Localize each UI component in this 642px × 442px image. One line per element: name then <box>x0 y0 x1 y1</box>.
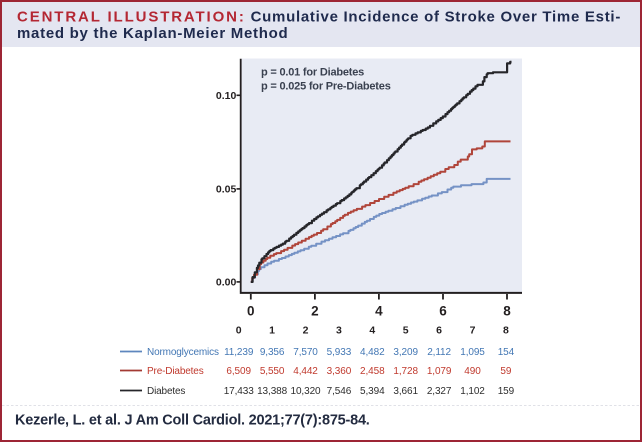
svg-text:8: 8 <box>503 324 509 336</box>
svg-text:1,102: 1,102 <box>460 386 485 397</box>
svg-text:7,570: 7,570 <box>293 347 318 358</box>
svg-text:6: 6 <box>436 324 442 336</box>
svg-text:3,209: 3,209 <box>393 347 418 358</box>
svg-text:10,320: 10,320 <box>291 386 322 397</box>
svg-text:5,550: 5,550 <box>260 366 285 377</box>
svg-text:p = 0.01 for Diabetes: p = 0.01 for Diabetes <box>261 66 364 78</box>
svg-text:5: 5 <box>403 324 409 336</box>
svg-text:11,239: 11,239 <box>224 347 254 358</box>
svg-text:6: 6 <box>439 304 447 319</box>
svg-text:2: 2 <box>303 324 309 336</box>
svg-text:p = 0.025 for Pre-Diabetes: p = 0.025 for Pre-Diabetes <box>261 81 391 93</box>
svg-text:0.05: 0.05 <box>216 184 237 196</box>
svg-text:4: 4 <box>375 304 383 319</box>
svg-text:Kezerle, L. et al. J Am Coll C: Kezerle, L. et al. J Am Coll Cardiol. 20… <box>15 412 370 428</box>
svg-text:4: 4 <box>369 324 375 336</box>
svg-text:2: 2 <box>311 304 319 319</box>
svg-text:Diabetes: Diabetes <box>147 386 185 397</box>
svg-text:0.00: 0.00 <box>216 277 237 289</box>
svg-text:5,394: 5,394 <box>360 386 385 397</box>
svg-text:0.10: 0.10 <box>216 90 237 102</box>
svg-text:1: 1 <box>269 324 275 336</box>
svg-text:9,356: 9,356 <box>260 347 285 358</box>
svg-text:2,112: 2,112 <box>427 347 451 358</box>
svg-text:13,388: 13,388 <box>257 386 288 397</box>
svg-text:4,442: 4,442 <box>293 366 318 377</box>
svg-text:3,661: 3,661 <box>393 386 418 397</box>
svg-text:2,458: 2,458 <box>360 366 385 377</box>
svg-text:4,482: 4,482 <box>360 347 385 358</box>
svg-text:3: 3 <box>336 324 342 336</box>
svg-text:490: 490 <box>464 366 481 377</box>
svg-text:17,433: 17,433 <box>224 386 255 397</box>
svg-text:0: 0 <box>247 304 255 319</box>
svg-text:Pre-Diabetes: Pre-Diabetes <box>147 366 204 377</box>
svg-text:7,546: 7,546 <box>327 386 352 397</box>
svg-text:2,327: 2,327 <box>427 386 452 397</box>
svg-text:8: 8 <box>503 304 511 319</box>
svg-text:1,079: 1,079 <box>427 366 452 377</box>
svg-text:1,095: 1,095 <box>460 347 485 358</box>
svg-text:mated by the Kaplan-Meier Meth: mated by the Kaplan-Meier Method <box>17 25 288 42</box>
svg-text:7: 7 <box>470 324 476 336</box>
svg-text:6,509: 6,509 <box>226 366 251 377</box>
svg-text:154: 154 <box>498 347 515 358</box>
svg-text:0: 0 <box>236 324 242 336</box>
svg-text:159: 159 <box>498 386 515 397</box>
svg-text:59: 59 <box>500 366 511 377</box>
svg-text:3,360: 3,360 <box>327 366 352 377</box>
svg-text:Normoglycemics: Normoglycemics <box>147 347 219 358</box>
svg-text:CENTRAL ILLUSTRATION: Cumulati: CENTRAL ILLUSTRATION: Cumulative Inciden… <box>17 9 621 26</box>
svg-text:1,728: 1,728 <box>393 366 418 377</box>
svg-text:5,933: 5,933 <box>327 347 352 358</box>
